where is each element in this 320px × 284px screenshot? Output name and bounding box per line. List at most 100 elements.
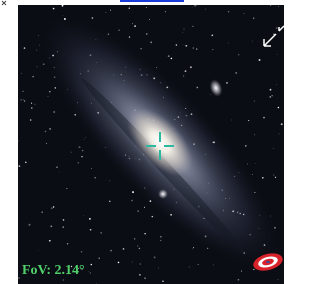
star xyxy=(129,7,130,8)
star xyxy=(139,248,140,249)
star xyxy=(254,101,255,102)
star xyxy=(78,162,79,163)
star xyxy=(41,211,43,213)
star xyxy=(270,96,272,98)
star xyxy=(231,120,232,121)
star xyxy=(185,70,187,72)
star xyxy=(154,256,156,258)
star xyxy=(149,19,150,20)
star xyxy=(84,139,85,140)
star xyxy=(245,145,247,147)
top-link[interactable] xyxy=(120,0,184,2)
star xyxy=(45,131,47,133)
star xyxy=(144,233,145,234)
sky-viewer: FoV: 2.14° xyxy=(0,0,284,284)
star xyxy=(24,100,25,101)
star xyxy=(38,250,39,251)
star xyxy=(59,172,60,173)
star xyxy=(67,243,68,244)
star xyxy=(253,269,254,270)
star xyxy=(46,143,47,144)
star xyxy=(192,26,193,27)
star xyxy=(31,107,32,108)
star xyxy=(193,247,194,248)
star xyxy=(176,44,178,46)
star xyxy=(241,271,242,272)
star xyxy=(196,48,197,49)
star xyxy=(29,224,31,226)
sky-image xyxy=(9,0,284,284)
star xyxy=(160,236,162,238)
star xyxy=(63,226,64,227)
page: {"fov_label": "FoV: 2.14°"} html, body {… xyxy=(0,0,284,284)
star xyxy=(160,240,161,241)
star xyxy=(62,5,64,7)
star xyxy=(270,5,271,6)
star xyxy=(252,174,253,175)
star xyxy=(81,251,82,252)
fov-label: FoV: 2.14° xyxy=(22,263,85,278)
star xyxy=(262,177,264,179)
star xyxy=(183,29,184,30)
star xyxy=(183,75,184,76)
star xyxy=(132,23,133,24)
star xyxy=(277,54,278,55)
star xyxy=(36,66,37,67)
star xyxy=(247,163,248,164)
star xyxy=(238,279,240,281)
star xyxy=(110,10,111,11)
star xyxy=(210,94,211,95)
star xyxy=(198,264,199,265)
star xyxy=(253,17,255,19)
star xyxy=(182,44,183,45)
star xyxy=(66,188,67,189)
star xyxy=(185,45,187,47)
star xyxy=(273,174,274,175)
star xyxy=(39,45,40,46)
star xyxy=(30,119,32,121)
star xyxy=(238,54,239,55)
star xyxy=(90,229,92,231)
star xyxy=(91,168,92,169)
star xyxy=(63,15,64,16)
star xyxy=(276,84,277,85)
star xyxy=(63,219,65,221)
star xyxy=(32,76,33,77)
close-mark[interactable] xyxy=(2,1,6,5)
star xyxy=(98,257,99,258)
star xyxy=(89,272,90,273)
star xyxy=(85,137,86,138)
star xyxy=(25,162,27,164)
star xyxy=(36,50,37,51)
star xyxy=(51,207,53,209)
star xyxy=(17,140,18,141)
companion-galaxy xyxy=(158,189,168,199)
star xyxy=(89,218,91,220)
star xyxy=(132,261,133,262)
star xyxy=(31,103,32,104)
star xyxy=(19,165,21,167)
star xyxy=(123,248,125,250)
star xyxy=(43,63,45,65)
star xyxy=(49,128,51,130)
star xyxy=(196,87,198,89)
star xyxy=(171,58,173,60)
star xyxy=(48,96,49,97)
star xyxy=(278,107,280,109)
star xyxy=(248,120,249,121)
star xyxy=(144,277,146,279)
star xyxy=(132,191,134,193)
star xyxy=(158,268,159,269)
star xyxy=(91,264,93,266)
star xyxy=(92,17,94,19)
star xyxy=(278,6,279,7)
star xyxy=(168,55,170,57)
star xyxy=(271,95,272,96)
star xyxy=(49,240,51,242)
star xyxy=(55,87,57,89)
star xyxy=(23,99,24,100)
star xyxy=(235,72,237,74)
star xyxy=(252,41,253,42)
star xyxy=(38,35,39,36)
star xyxy=(211,34,213,36)
